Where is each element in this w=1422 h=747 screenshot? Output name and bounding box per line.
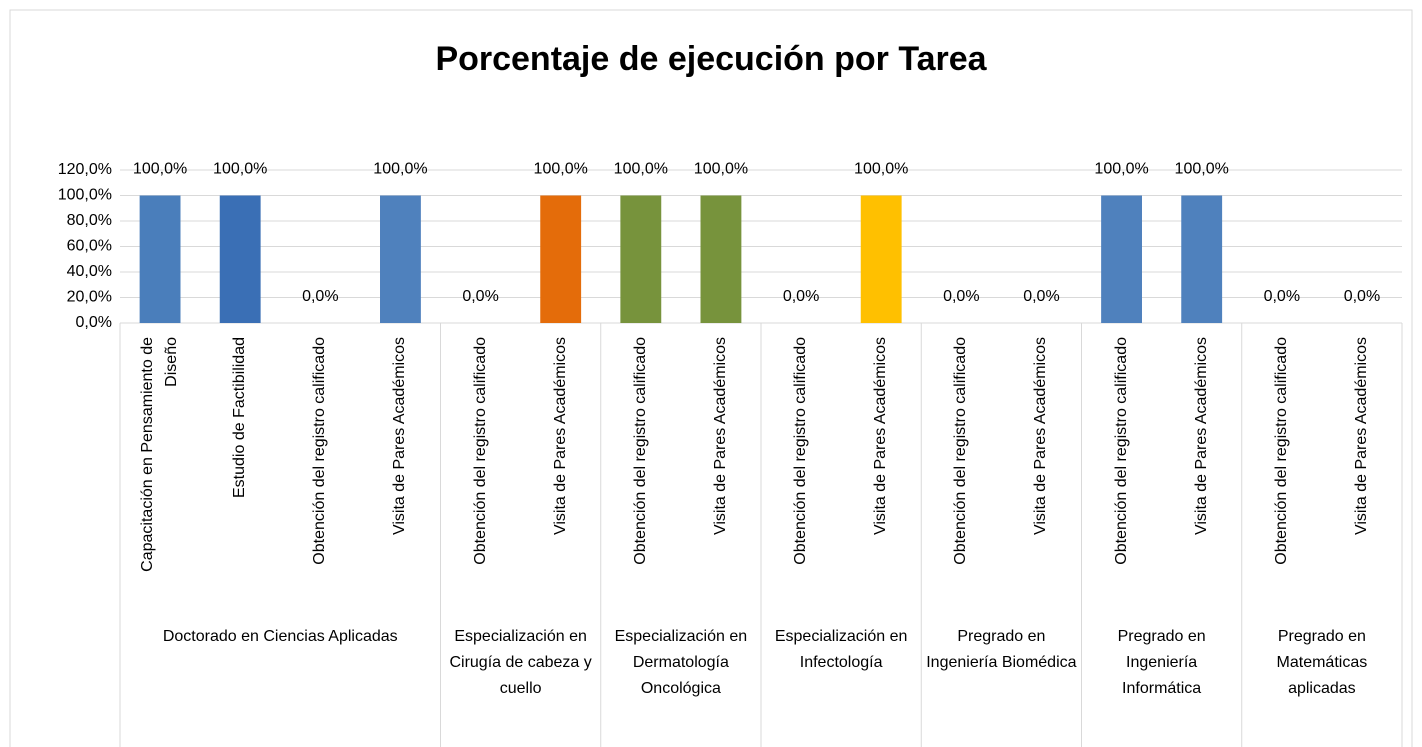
bar — [700, 195, 742, 323]
data-label: 100,0% — [213, 161, 267, 178]
x-tick-label: Visita de Pares Académicos — [1352, 337, 1370, 536]
bar — [219, 195, 261, 323]
x-tick-label: Visita de Pares Académicos — [711, 337, 729, 536]
data-label: 0,0% — [1344, 288, 1380, 305]
y-tick-label: 60,0% — [67, 238, 112, 255]
data-label: 100,0% — [614, 161, 668, 178]
bar — [1181, 195, 1223, 323]
data-label: 0,0% — [783, 288, 819, 305]
bar — [620, 195, 662, 323]
chart-title: Porcentaje de ejecución por Tarea — [435, 40, 987, 78]
y-tick-label: 100,0% — [58, 187, 112, 204]
x-tick-label: Obtención del registro calificado — [471, 337, 489, 565]
x-tick-label: Obtención del registro calificado — [631, 337, 649, 565]
bar — [380, 195, 421, 323]
x-tick-label: Obtención del registro calificado — [1112, 337, 1130, 565]
group-label: Especialización en Infectología — [774, 628, 908, 671]
data-label: 0,0% — [943, 288, 979, 305]
group-label: Especialización en Cirugía de cabeza y c… — [449, 628, 592, 697]
data-label: 0,0% — [1264, 288, 1300, 305]
y-tick-label: 20,0% — [67, 289, 112, 306]
y-tick-label: 80,0% — [67, 212, 112, 229]
x-tick-label: Visita de Pares Académicos — [1192, 337, 1210, 536]
chart-border — [9, 9, 1413, 747]
group-label: Especialización en Dermatología Oncológi… — [614, 628, 748, 697]
data-label: 100,0% — [534, 161, 588, 178]
data-label: 100,0% — [694, 161, 748, 178]
y-tick-label: 40,0% — [67, 263, 112, 280]
x-tick-label: Obtención del registro calificado — [311, 337, 329, 565]
x-tick-label: Obtención del registro calificado — [952, 337, 970, 565]
data-label: 0,0% — [462, 288, 498, 305]
x-tick-label: Obtención del registro calificado — [792, 337, 810, 565]
data-label: 0,0% — [1023, 288, 1059, 305]
bar — [139, 195, 181, 323]
bar — [1101, 195, 1142, 323]
x-tick-label: Visita de Pares Académicos — [1032, 337, 1050, 536]
data-label: 0,0% — [302, 288, 338, 305]
x-tick-label: Obtención del registro calificado — [1272, 337, 1290, 565]
group-label: Pregrado en Ingeniería Informática — [1117, 628, 1206, 697]
group-label: Pregrado en Matemáticas aplicadas — [1276, 628, 1368, 697]
data-label: 100,0% — [133, 161, 187, 178]
x-tick-label: Visita de Pares Académicos — [551, 337, 569, 536]
bar — [540, 195, 582, 323]
x-tick-label: Visita de Pares Académicos — [391, 337, 409, 536]
group-label: Pregrado en Ingeniería Biomédica — [926, 628, 1077, 671]
group-label: Doctorado en Ciencias Aplicadas — [162, 628, 398, 645]
data-label: 100,0% — [373, 161, 427, 178]
x-tick-label: Visita de Pares Académicos — [872, 337, 890, 536]
data-label: 100,0% — [854, 161, 908, 178]
y-tick-label: 120,0% — [58, 161, 112, 178]
x-tick-label: Estudio de Factibilidad — [231, 337, 249, 498]
bar — [860, 195, 902, 323]
data-label: 100,0% — [1094, 161, 1148, 178]
y-tick-label: 0,0% — [76, 314, 112, 331]
data-label: 100,0% — [1175, 161, 1229, 178]
x-tick-label: Capacitación en Pensamiento de Diseño — [139, 337, 181, 572]
